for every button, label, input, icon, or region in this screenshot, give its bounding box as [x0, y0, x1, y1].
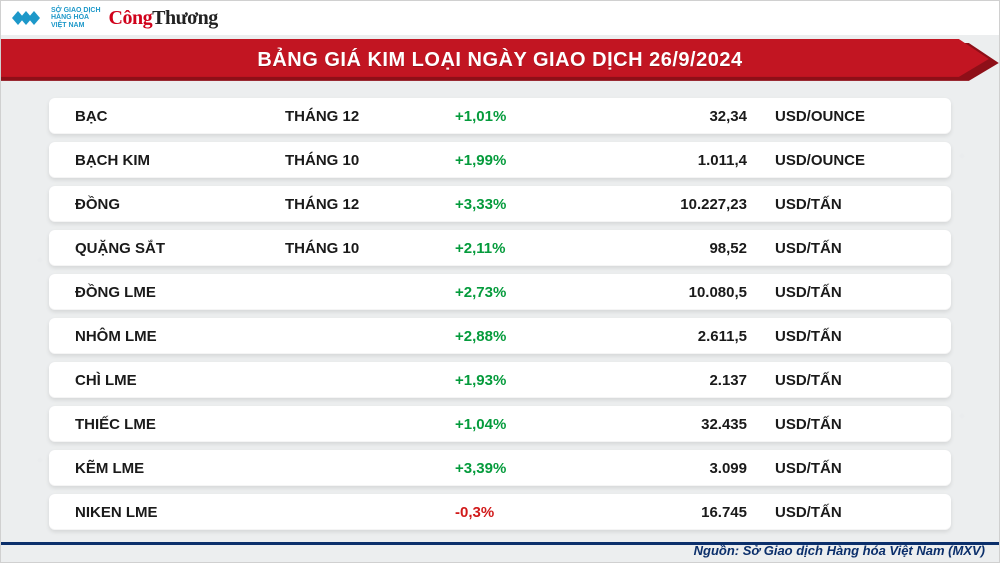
cell-price: 32.435: [605, 416, 775, 433]
source-text: Nguồn: Sở Giao dịch Hàng hóa Việt Nam (M…: [694, 537, 985, 558]
cell-price: 10.227,23: [605, 196, 775, 213]
cell-unit: USD/OUNCE: [775, 108, 931, 125]
cell-price: 16.745: [605, 504, 775, 521]
cell-pct: +1,01%: [455, 108, 605, 125]
table-row: NHÔM LME +2,88%2.611,5USD/TẤN: [49, 318, 951, 354]
cell-pct: -0,3%: [455, 504, 605, 521]
cell-name: NHÔM LME: [75, 328, 285, 345]
price-table: BẠCTHÁNG 12+1,01%32,34USD/OUNCEBẠCH KIMT…: [1, 84, 999, 536]
congthuong-logo: CôngThương: [109, 7, 218, 30]
cell-pct: +2,11%: [455, 240, 605, 257]
cell-unit: USD/OUNCE: [775, 152, 931, 169]
table-row: NIKEN LME -0,3%16.745USD/TẤN: [49, 494, 951, 530]
cell-unit: USD/TẤN: [775, 284, 931, 301]
table-row: ĐỒNG LME +2,73%10.080,5USD/TẤN: [49, 274, 951, 310]
table-row: QUẶNG SẮTTHÁNG 10+2,11%98,52USD/TẤN: [49, 230, 951, 266]
congthuong-part-a: Công: [109, 7, 153, 29]
cell-name: ĐỒNG LME: [75, 284, 285, 301]
cell-unit: USD/TẤN: [775, 196, 931, 213]
title-text: BẢNG GIÁ KIM LOẠI NGÀY GIAO DỊCH 26/9/20…: [257, 49, 742, 72]
cell-unit: USD/TẤN: [775, 240, 931, 257]
cell-price: 2.611,5: [605, 328, 775, 345]
cell-price: 3.099: [605, 460, 775, 477]
cell-month: THÁNG 10: [285, 152, 455, 169]
cell-name: BẠC: [75, 108, 285, 125]
cell-unit: USD/TẤN: [775, 328, 931, 345]
cell-name: BẠCH KIM: [75, 152, 285, 169]
mxv-logo-text: SỞ GIAO DỊCH HÀNG HÓA VIỆT NAM: [51, 7, 101, 29]
cell-unit: USD/TẤN: [775, 416, 931, 433]
cell-unit: USD/TẤN: [775, 372, 931, 389]
cell-unit: USD/TẤN: [775, 460, 931, 477]
cell-pct: +1,04%: [455, 416, 605, 433]
table-row: KẼM LME +3,39%3.099USD/TẤN: [49, 450, 951, 486]
title-banner: BẢNG GIÁ KIM LOẠI NGÀY GIAO DỊCH 26/9/20…: [1, 39, 999, 84]
table-row: ĐỒNGTHÁNG 12+3,33%10.227,23USD/TẤN: [49, 186, 951, 222]
cell-unit: USD/TẤN: [775, 504, 931, 521]
table-row: THIẾC LME +1,04%32.435USD/TẤN: [49, 406, 951, 442]
cell-pct: +1,93%: [455, 372, 605, 389]
cell-name: CHÌ LME: [75, 372, 285, 389]
cell-name: NIKEN LME: [75, 504, 285, 521]
cell-month: THÁNG 12: [285, 108, 455, 125]
cell-price: 98,52: [605, 240, 775, 257]
cell-price: 2.137: [605, 372, 775, 389]
congthuong-part-b: Thương: [152, 7, 218, 29]
mxv-logo-icon: [11, 7, 45, 29]
mxv-line-2: HÀNG HÓA: [51, 14, 101, 21]
cell-pct: +2,73%: [455, 284, 605, 301]
table-row: BẠCH KIMTHÁNG 10+1,99%1.011,4USD/OUNCE: [49, 142, 951, 178]
mxv-line-3: VIỆT NAM: [51, 22, 101, 29]
source-bar: Nguồn: Sở Giao dịch Hàng hóa Việt Nam (M…: [1, 536, 999, 562]
cell-pct: +1,99%: [455, 152, 605, 169]
top-bar: SỞ GIAO DỊCH HÀNG HÓA VIỆT NAM CôngThươn…: [1, 1, 999, 35]
cell-name: THIẾC LME: [75, 416, 285, 433]
cell-pct: +2,88%: [455, 328, 605, 345]
cell-price: 32,34: [605, 108, 775, 125]
table-row: CHÌ LME +1,93%2.137USD/TẤN: [49, 362, 951, 398]
table-row: BẠCTHÁNG 12+1,01%32,34USD/OUNCE: [49, 98, 951, 134]
cell-name: ĐỒNG: [75, 196, 285, 213]
cell-name: KẼM LME: [75, 460, 285, 477]
cell-price: 10.080,5: [605, 284, 775, 301]
cell-month: THÁNG 10: [285, 240, 455, 257]
cell-month: THÁNG 12: [285, 196, 455, 213]
cell-pct: +3,33%: [455, 196, 605, 213]
cell-pct: +3,39%: [455, 460, 605, 477]
cell-name: QUẶNG SẮT: [75, 240, 285, 257]
cell-price: 1.011,4: [605, 152, 775, 169]
mxv-logo: SỞ GIAO DỊCH HÀNG HÓA VIỆT NAM: [11, 7, 101, 29]
